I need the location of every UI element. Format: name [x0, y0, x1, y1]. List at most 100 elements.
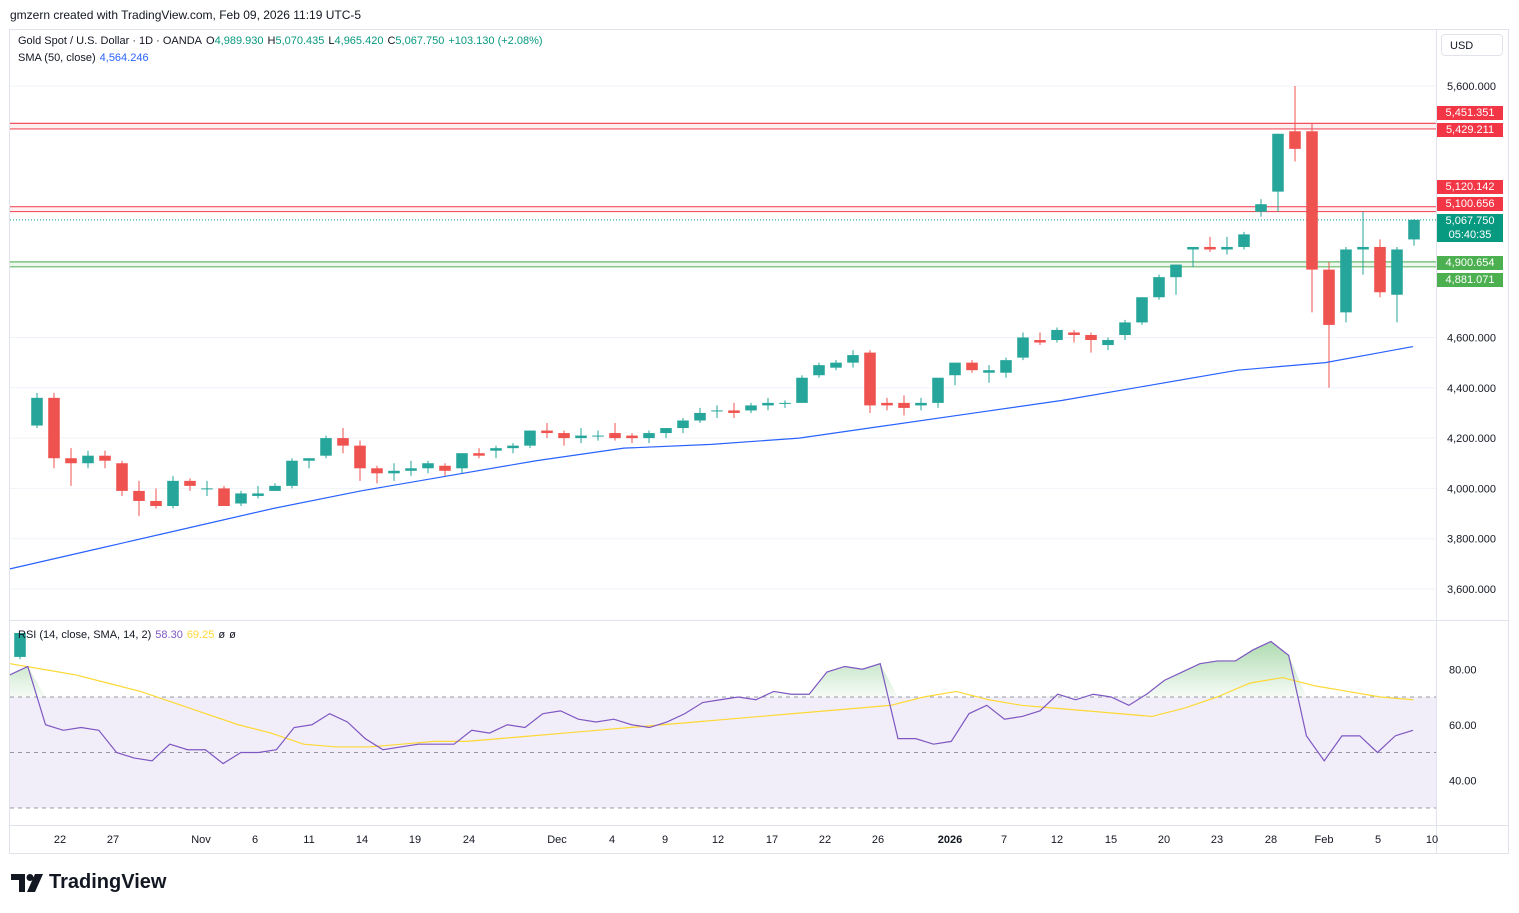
time-tick-label: 12 — [1051, 834, 1063, 846]
chart-attribution: gmzern created with TradingView.com, Feb… — [10, 8, 362, 22]
candle-body — [82, 455, 94, 464]
price-tick-label: 3,800.000 — [1447, 534, 1496, 546]
candle-body — [541, 430, 553, 434]
candle-body — [65, 458, 77, 464]
candle-body — [1017, 337, 1029, 358]
candle-body — [303, 458, 315, 461]
candle-body — [1068, 332, 1080, 335]
candle-body — [456, 453, 468, 469]
time-tick-label: Feb — [1315, 834, 1334, 846]
candle-body — [1051, 329, 1063, 341]
candle-body — [1187, 246, 1199, 250]
candle-body — [1272, 133, 1284, 192]
rsi-ma-line — [9, 663, 1414, 748]
candle-body — [1289, 131, 1301, 149]
candle-body — [218, 488, 230, 507]
chart-frame — [9, 29, 1509, 854]
time-tick-label: 10 — [1426, 834, 1438, 846]
candle-body — [1034, 340, 1046, 343]
candle-body — [1136, 297, 1148, 323]
change-value: +103.130 (+2.08%) — [448, 35, 543, 47]
candle-body — [830, 362, 842, 368]
candle-body — [269, 485, 281, 491]
tradingview-logo[interactable]: TradingView — [11, 871, 166, 894]
candle-body — [184, 480, 196, 486]
candle-body — [405, 468, 417, 471]
candle-body — [898, 402, 910, 408]
time-tick-label: 5 — [1375, 834, 1381, 846]
candle-body — [677, 420, 689, 429]
candle-body — [252, 493, 264, 496]
candle-body — [660, 428, 672, 434]
candle-body — [439, 465, 451, 471]
time-tick-label: 17 — [766, 834, 778, 846]
candle-body — [490, 448, 502, 451]
rsi-extra-1: ø — [218, 629, 226, 641]
candle-body — [1357, 246, 1369, 250]
candle-body — [779, 402, 791, 404]
brand-name: TradingView — [49, 871, 167, 893]
candle-body — [1323, 269, 1335, 325]
rsi-legend: RSI (14, close, SMA, 14, 2) 58.30 69.25 ø ø — [18, 629, 240, 641]
rsi-tick-label: 80.00 — [1449, 664, 1477, 676]
candle-body — [1374, 246, 1386, 293]
current-price-tag: 5,067.750 — [1437, 214, 1503, 228]
time-tick-label: 23 — [1211, 834, 1223, 846]
time-tick-label: 20 — [1158, 834, 1170, 846]
time-tick-label: 12 — [712, 834, 724, 846]
symbol-name[interactable]: Gold Spot / U.S. Dollar · 1D · OANDA — [18, 35, 202, 47]
candle-body — [609, 433, 621, 439]
sma-legend: SMA (50, close) 4,564.246 — [18, 52, 153, 64]
candle-body — [48, 397, 60, 459]
candle-body — [694, 412, 706, 421]
rsi-extra-2: ø — [229, 629, 236, 641]
candle-body — [1408, 219, 1420, 240]
candle-body — [422, 463, 434, 469]
candle-body — [1170, 264, 1182, 278]
resistance-tag-2: 5,429.211 — [1437, 123, 1503, 137]
price-tick-label: 4,400.000 — [1447, 383, 1496, 395]
candle-body — [626, 435, 638, 439]
sma-label[interactable]: SMA (50, close) — [18, 52, 96, 64]
candle-body — [1119, 322, 1131, 335]
candle-body — [864, 352, 876, 406]
low-value: 4,965.420 — [334, 35, 384, 47]
currency-button[interactable]: USD — [1441, 34, 1503, 56]
time-tick-label: 22 — [54, 834, 66, 846]
candle-body — [983, 370, 995, 373]
time-tick-label: Dec — [547, 834, 567, 846]
price-tick-label: 3,600.000 — [1447, 584, 1496, 596]
support-tag-2: 4,881.071 — [1437, 273, 1503, 287]
resistance-zone — [10, 206, 1436, 212]
candle-body — [1391, 249, 1403, 295]
support-tag-1: 4,900.654 — [1437, 256, 1503, 270]
rsi-line — [9, 640, 1414, 765]
rsi-label[interactable]: RSI (14, close, SMA, 14, 2) — [18, 629, 152, 641]
candle-body — [1255, 204, 1267, 212]
candle-body — [235, 493, 247, 504]
candle-body — [1340, 249, 1352, 313]
candle-body — [575, 435, 587, 439]
time-tick-label: 2026 — [938, 834, 962, 846]
time-tick-label: 4 — [609, 834, 615, 846]
close-label: C — [387, 35, 396, 47]
candle-body — [1306, 131, 1318, 270]
candle-body — [150, 500, 162, 507]
time-tick-label: 22 — [819, 834, 831, 846]
time-tick-label: 19 — [409, 834, 421, 846]
rsi-tick-label: 60.00 — [1449, 720, 1477, 732]
candle-body — [762, 402, 774, 406]
candle-body — [932, 377, 944, 403]
candle-body — [1221, 246, 1233, 250]
candle-body — [31, 397, 43, 426]
time-tick-label: 6 — [252, 834, 258, 846]
open-label: O — [206, 35, 215, 47]
candle-body — [643, 433, 655, 439]
candle-body — [116, 463, 128, 491]
countdown-tag: 05:40:35 — [1437, 228, 1503, 242]
time-tick-label: 27 — [107, 834, 119, 846]
high-label: H — [267, 35, 276, 47]
candle-body — [524, 430, 536, 446]
candle-body — [1238, 234, 1250, 247]
